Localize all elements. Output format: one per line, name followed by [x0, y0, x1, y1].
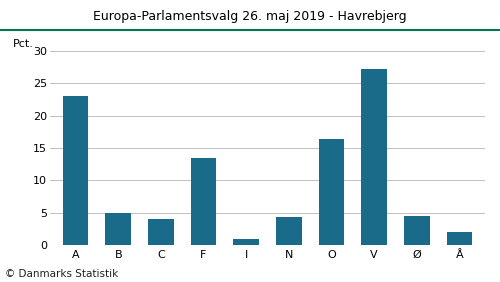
- Bar: [234, 239, 259, 245]
- Bar: [63, 96, 88, 245]
- Text: © Danmarks Statistik: © Danmarks Statistik: [5, 269, 118, 279]
- Bar: [190, 158, 216, 245]
- Bar: [446, 232, 472, 245]
- Text: Europa-Parlamentsvalg 26. maj 2019 - Havrebjerg: Europa-Parlamentsvalg 26. maj 2019 - Hav…: [93, 10, 407, 23]
- Bar: [404, 215, 429, 245]
- Text: Pct.: Pct.: [13, 39, 34, 49]
- Bar: [362, 69, 387, 245]
- Bar: [106, 213, 131, 245]
- Bar: [148, 219, 174, 245]
- Bar: [276, 217, 301, 245]
- Bar: [318, 139, 344, 245]
